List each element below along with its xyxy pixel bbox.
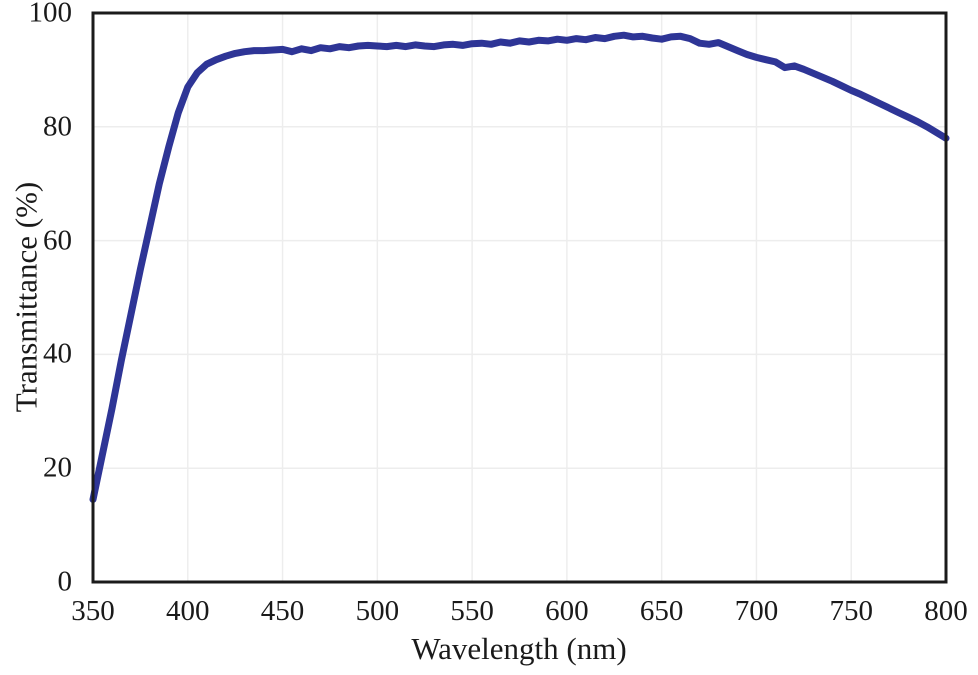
x-tick-label: 750 <box>829 595 873 627</box>
y-tick-label: 60 <box>43 224 72 257</box>
transmittance-line <box>89 31 950 503</box>
x-tick-label: 500 <box>355 595 400 627</box>
x-tick-label: 600 <box>545 595 589 627</box>
x-tick-label: 800 <box>924 595 968 627</box>
x-tick-label: 550 <box>450 595 494 627</box>
y-tick-label: 80 <box>43 110 72 143</box>
x-axis-title: Wavelength (nm) <box>411 631 627 666</box>
y-tick-label: 0 <box>57 565 73 598</box>
y-tick-label: 20 <box>43 451 72 484</box>
plot-border <box>91 11 948 584</box>
x-tick-label: 700 <box>734 595 779 627</box>
x-tick-label: 350 <box>71 595 115 627</box>
x-tick-label: 650 <box>639 595 684 627</box>
y-axis-title: Transmittance (%) <box>8 181 44 413</box>
y-tick-label: 100 <box>28 0 73 29</box>
x-tick-label: 450 <box>260 595 305 627</box>
y-tick-label: 40 <box>43 337 72 370</box>
x-tick-label: 400 <box>166 595 210 627</box>
